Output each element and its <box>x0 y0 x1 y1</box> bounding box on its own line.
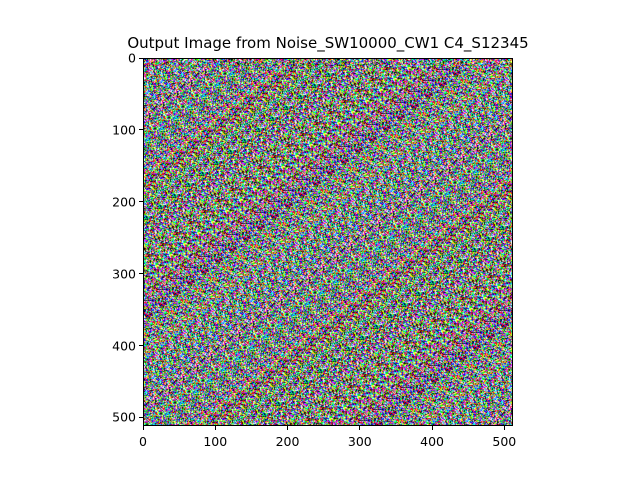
y-tick-mark <box>139 416 143 418</box>
x-tick-mark <box>142 426 144 430</box>
x-tick-label: 100 <box>203 434 228 449</box>
y-tick-label: 100 <box>112 122 136 138</box>
x-tick-mark <box>503 426 505 430</box>
x-tick-label: 300 <box>347 434 372 449</box>
x-tick-label: 400 <box>420 434 444 449</box>
x-tick-mark <box>359 426 361 430</box>
y-tick-mark <box>139 345 143 346</box>
x-tick-mark <box>214 426 216 430</box>
y-tick-mark <box>139 57 143 59</box>
y-tick-mark <box>139 129 143 131</box>
y-tick-label: 500 <box>112 409 136 425</box>
image-axes <box>143 58 513 426</box>
y-tick-label: 400 <box>112 338 136 353</box>
y-tick-label: 300 <box>112 266 136 282</box>
x-tick-mark <box>287 426 289 430</box>
y-tick-label: 0 <box>128 50 136 66</box>
x-tick-label: 200 <box>275 434 300 449</box>
y-tick-mark <box>139 201 143 203</box>
y-tick-mark <box>139 273 143 275</box>
y-tick-label: 200 <box>112 194 136 210</box>
x-tick-label: 0 <box>139 434 147 449</box>
x-tick-mark <box>431 426 433 430</box>
plot-title: Output Image from Noise_SW10000_CW1 C4_S… <box>127 34 529 52</box>
x-tick-label: 500 <box>492 434 517 449</box>
noise-image <box>144 59 512 425</box>
